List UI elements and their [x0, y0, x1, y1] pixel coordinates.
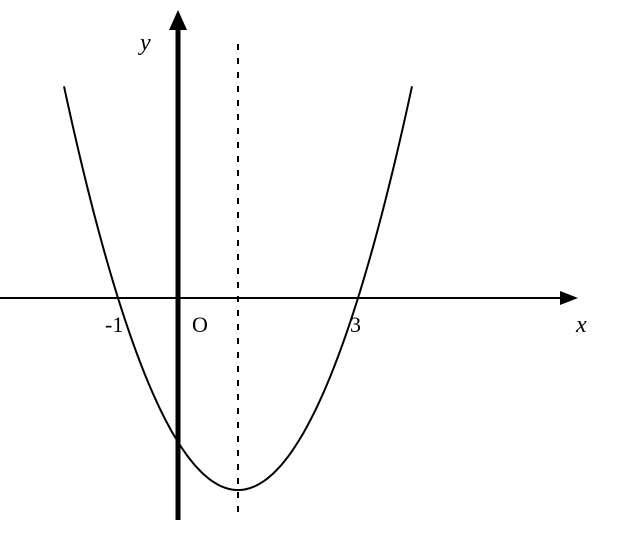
tick-label-neg1: -1 [105, 312, 123, 338]
x-axis-label: x [576, 312, 587, 339]
tick-label-3: 3 [350, 312, 361, 338]
y-axis-label: y [140, 30, 151, 57]
chart-svg [0, 0, 640, 540]
origin-label: O [192, 312, 208, 338]
parabola-chart: y x -1 O 3 [0, 0, 640, 540]
